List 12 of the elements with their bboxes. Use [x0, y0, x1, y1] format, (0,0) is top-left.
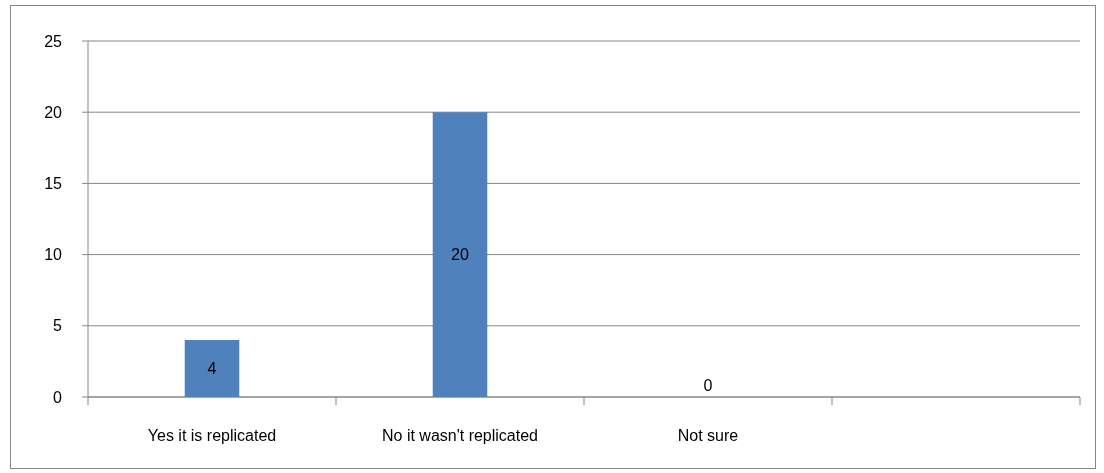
y-tick-label: 0 — [53, 388, 63, 406]
data-label: 0 — [703, 376, 713, 394]
y-tick-label: 20 — [44, 103, 63, 121]
x-tick-label: Not sure — [677, 426, 739, 444]
x-tick-label: No it wasn't replicated — [381, 426, 539, 444]
y-tick-label: 5 — [53, 317, 63, 335]
data-label: 4 — [207, 360, 217, 378]
x-tick-label: Yes it is replicated — [147, 426, 277, 444]
data-label: 20 — [451, 246, 469, 264]
y-tick-label: 15 — [44, 175, 63, 192]
y-tick-label: 10 — [44, 246, 63, 264]
y-tick-label: 25 — [44, 32, 63, 50]
